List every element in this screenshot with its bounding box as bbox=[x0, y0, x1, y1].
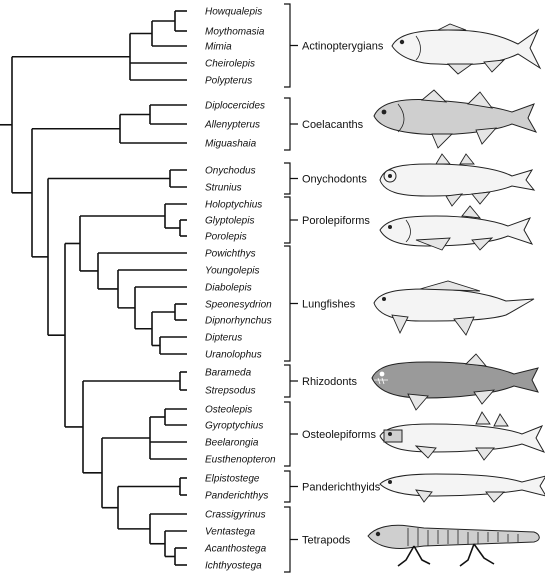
taxon-label: Ichthyostega bbox=[205, 561, 262, 572]
group-bracket bbox=[284, 97, 298, 151]
taxon-label: Moythomasia bbox=[205, 27, 265, 38]
tree-branches bbox=[0, 10, 187, 566]
group-labels: Actinopterygians Coelacanths Onychodonts Po… bbox=[302, 41, 384, 547]
group-bracket bbox=[284, 470, 298, 503]
taxon-label: Eusthenopteron bbox=[205, 455, 276, 466]
actinopterygian-fish-icon bbox=[391, 23, 542, 75]
group-bracket bbox=[284, 162, 298, 195]
group-label: Actinopterygians bbox=[302, 41, 384, 53]
lungfish-icon bbox=[373, 280, 535, 336]
taxon-label: Onychodus bbox=[205, 166, 256, 177]
group-label: Osteolepiforms bbox=[302, 429, 376, 441]
taxon-label: Strunius bbox=[205, 183, 242, 194]
taxon-label: Miguashaia bbox=[205, 139, 257, 150]
group-label: Coelacanths bbox=[302, 119, 364, 131]
taxon-label: Powichthys bbox=[205, 249, 256, 260]
taxon-label: Panderichthys bbox=[205, 491, 268, 502]
taxon-label: Cheirolepis bbox=[205, 59, 255, 70]
group-label: Tetrapods bbox=[302, 535, 351, 547]
taxon-label: Dipterus bbox=[205, 333, 242, 344]
taxon-label: Allenypterus bbox=[204, 120, 260, 131]
group-bracket bbox=[284, 506, 298, 573]
taxon-label: Diabolepis bbox=[205, 283, 252, 294]
tetrapod-skeleton-icon bbox=[367, 524, 540, 567]
taxon-label: Porolepis bbox=[205, 232, 247, 243]
group-label: Porolepiforms bbox=[302, 215, 370, 227]
taxon-label: Gyroptychius bbox=[205, 421, 263, 432]
rhizodont-fish-icon bbox=[371, 353, 539, 411]
group-label: Lungfishes bbox=[302, 299, 356, 311]
taxon-label: Glyptolepis bbox=[205, 216, 254, 227]
group-label: Rhizodonts bbox=[302, 376, 358, 388]
group-bracket bbox=[284, 196, 298, 244]
group-bracket bbox=[284, 364, 298, 398]
group-bracket bbox=[284, 3, 298, 88]
taxon-label: Holoptychius bbox=[205, 200, 262, 211]
taxon-label: Osteolepis bbox=[205, 405, 252, 416]
taxon-label: Dipnorhynchus bbox=[205, 316, 272, 327]
group-label: Onychodonts bbox=[302, 174, 367, 186]
taxon-label: Uranolophus bbox=[205, 350, 262, 361]
group-label: Panderichthyids bbox=[302, 482, 381, 494]
taxon-label: Youngolepis bbox=[205, 266, 260, 277]
osteolepiform-fish-icon bbox=[379, 411, 545, 461]
taxon-label: Polypterus bbox=[205, 76, 252, 87]
taxon-label: Crassigyrinus bbox=[205, 510, 266, 521]
taxon-label: Elpistostege bbox=[205, 474, 260, 485]
taxon-label: Howqualepis bbox=[205, 7, 262, 18]
group-brackets bbox=[284, 3, 298, 573]
group-bracket bbox=[284, 401, 298, 467]
taxon-label: Strepsodus bbox=[205, 386, 256, 397]
taxon-label: Beelarongia bbox=[205, 438, 259, 449]
taxon-label: Acanthostega bbox=[204, 544, 267, 555]
taxon-labels: Howqualepis Moythomasia Mimia Cheirolepis Po… bbox=[204, 7, 276, 572]
taxon-label: Ventastega bbox=[205, 527, 256, 538]
taxon-label: Diplocercides bbox=[205, 101, 265, 112]
taxon-label: Speonesydrion bbox=[205, 300, 272, 311]
panderichthyid-fish-icon bbox=[379, 473, 545, 503]
taxon-label: Barameda bbox=[205, 368, 252, 379]
coelacanth-fish-icon bbox=[373, 89, 538, 149]
taxon-label: Mimia bbox=[205, 42, 232, 53]
porolepiform-fish-icon bbox=[379, 205, 534, 251]
onychodont-fish-icon bbox=[379, 153, 536, 207]
group-bracket bbox=[284, 245, 298, 362]
